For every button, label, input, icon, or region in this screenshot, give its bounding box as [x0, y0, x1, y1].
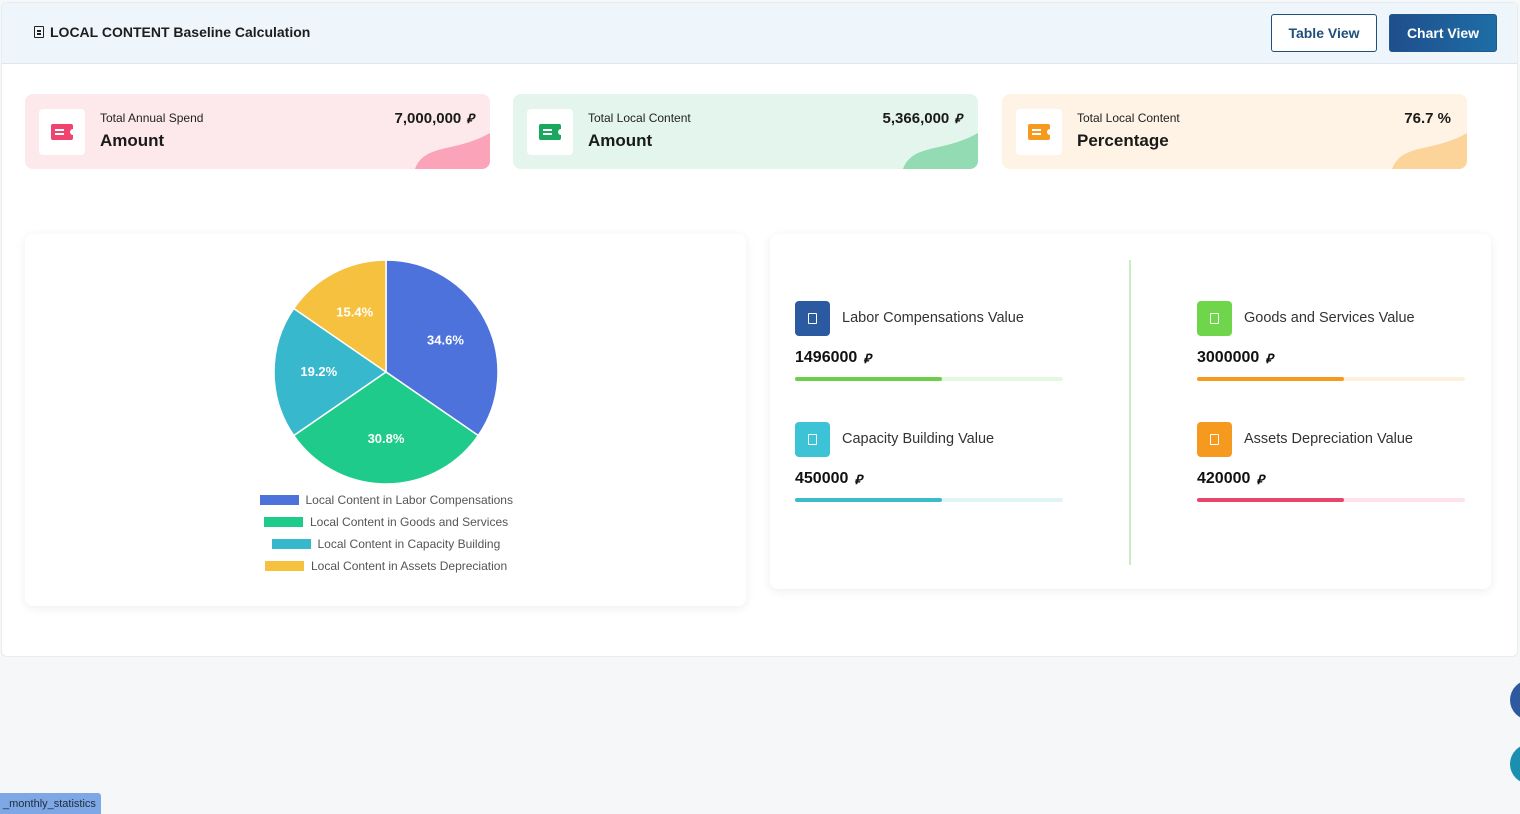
progress-fill — [1197, 498, 1345, 502]
status-tag: _monthly_statistics — [0, 793, 101, 814]
stat-card-total-local-content-percentage: Total Local Content Percentage 76.7 % — [1002, 94, 1467, 169]
value-icon — [1197, 301, 1232, 336]
stat-label-top: Total Local Content — [1077, 111, 1180, 125]
stat-label-main: Percentage — [1077, 131, 1169, 150]
legend-label: Local Content in Capacity Building — [317, 537, 501, 551]
column-divider — [1129, 260, 1131, 565]
stat-value: 7,000,000 ⃁ — [395, 110, 474, 127]
pie-slice[interactable] — [273, 307, 388, 437]
legend-item[interactable]: Local Content in Assets Depreciation — [265, 558, 507, 574]
legend-item[interactable]: Local Content in Goods and Services — [264, 514, 508, 530]
pie-slice-label: 34.6% — [427, 333, 464, 348]
riyal-icon: ⃁ — [466, 111, 474, 126]
value-name: Assets Depreciation Value — [1244, 431, 1413, 447]
stat-label-main: Amount — [100, 131, 165, 150]
card-wave-decoration — [415, 133, 490, 169]
pie-chart: 34.6% 30.8% 19.2% 15.4% — [273, 259, 499, 485]
progress-fill — [1197, 377, 1345, 381]
stat-card-total-local-content-amount: Total Local Content Amount 5,366,000 ⃁ — [513, 94, 978, 169]
value-number: 1496000 — [795, 349, 858, 366]
value-amount: 3000000 ⃁ — [1197, 349, 1273, 367]
value-name: Labor Compensations Value — [842, 310, 1024, 326]
document-icon — [808, 313, 817, 324]
progress-track — [795, 498, 1063, 502]
stat-card-total-annual-spend: Total Annual Spend Amount 7,000,000 ⃁ — [25, 94, 490, 169]
legend-swatch — [265, 561, 304, 571]
floating-action-button[interactable] — [1510, 680, 1520, 720]
chart-view-button[interactable]: Chart View — [1389, 14, 1497, 52]
progress-track — [1197, 377, 1465, 381]
page-header: LOCAL CONTENT Baseline Calculation Table… — [2, 3, 1517, 64]
pie-slice-label: 30.8% — [368, 431, 405, 446]
document-icon — [1210, 313, 1219, 324]
value-amount: 1496000 ⃁ — [795, 349, 871, 367]
stat-value-number: 7,000,000 — [394, 110, 462, 127]
value-icon — [795, 422, 830, 457]
progress-track — [795, 377, 1063, 381]
riyal-icon: ⃁ — [1265, 350, 1274, 366]
card-wave-decoration — [1392, 133, 1467, 169]
riyal-icon: ⃁ — [854, 471, 863, 487]
clipboard-icon — [34, 26, 44, 38]
ticket-icon — [1028, 124, 1053, 140]
stat-label-top: Total Annual Spend — [100, 111, 204, 125]
value-name: Goods and Services Value — [1244, 310, 1415, 326]
legend-item[interactable]: Local Content in Labor Compensations — [259, 492, 513, 508]
value-name: Capacity Building Value — [842, 431, 995, 447]
pie-slice[interactable] — [385, 259, 499, 437]
stat-label-main: Amount — [588, 131, 653, 150]
progress-fill — [795, 377, 943, 381]
pie-slice[interactable] — [292, 259, 387, 374]
page-title-text: LOCAL CONTENT Baseline Calculation — [50, 24, 311, 40]
pie-slice-label: 19.2% — [300, 364, 337, 379]
value-icon — [1197, 422, 1232, 457]
pie-slice-label: 15.4% — [336, 305, 373, 320]
legend-label: Local Content in Goods and Services — [310, 515, 509, 529]
legend-swatch — [271, 539, 311, 549]
value-number: 3000000 — [1197, 349, 1260, 366]
stat-value-number: 76.7 % — [1404, 110, 1451, 127]
value-amount: 420000 ⃁ — [1197, 470, 1264, 488]
legend-label: Local Content in Assets Depreciation — [311, 559, 508, 573]
stat-value: 5,366,000 ⃁ — [883, 110, 962, 127]
riyal-icon: ⃁ — [863, 350, 872, 366]
value-amount: 450000 ⃁ — [795, 470, 862, 488]
progress-track — [1197, 498, 1465, 502]
document-icon — [1210, 434, 1219, 445]
legend-swatch — [259, 495, 299, 505]
ticket-icon-box — [527, 109, 573, 155]
value-icon — [795, 301, 830, 336]
legend-swatch — [264, 517, 303, 527]
page-title: LOCAL CONTENT Baseline Calculation — [34, 24, 310, 40]
value-number: 420000 — [1197, 470, 1251, 487]
legend-item[interactable]: Local Content in Capacity Building — [271, 536, 501, 552]
riyal-icon: ⃁ — [1256, 471, 1265, 487]
ticket-icon-box — [1016, 109, 1062, 155]
floating-chat-button[interactable] — [1510, 744, 1520, 784]
riyal-icon: ⃁ — [954, 111, 962, 126]
legend-label: Local Content in Labor Compensations — [305, 493, 513, 507]
ticket-icon — [51, 124, 76, 140]
pie-slice[interactable] — [292, 371, 480, 485]
stat-value-number: 5,366,000 — [882, 110, 950, 127]
table-view-button[interactable]: Table View — [1271, 14, 1377, 52]
stat-label-top: Total Local Content — [588, 111, 691, 125]
progress-fill — [795, 498, 943, 502]
card-wave-decoration — [903, 133, 978, 169]
stat-value: 76.7 % — [1404, 110, 1451, 127]
document-icon — [808, 434, 817, 445]
pie-chart-card: 34.6% 30.8% 19.2% 15.4% Local Content in La… — [25, 234, 746, 606]
ticket-icon — [539, 124, 564, 140]
value-number: 450000 — [795, 470, 849, 487]
values-card: Labor Compensations Value 1496000 ⃁ Goods … — [770, 234, 1491, 589]
ticket-icon-box — [39, 109, 85, 155]
